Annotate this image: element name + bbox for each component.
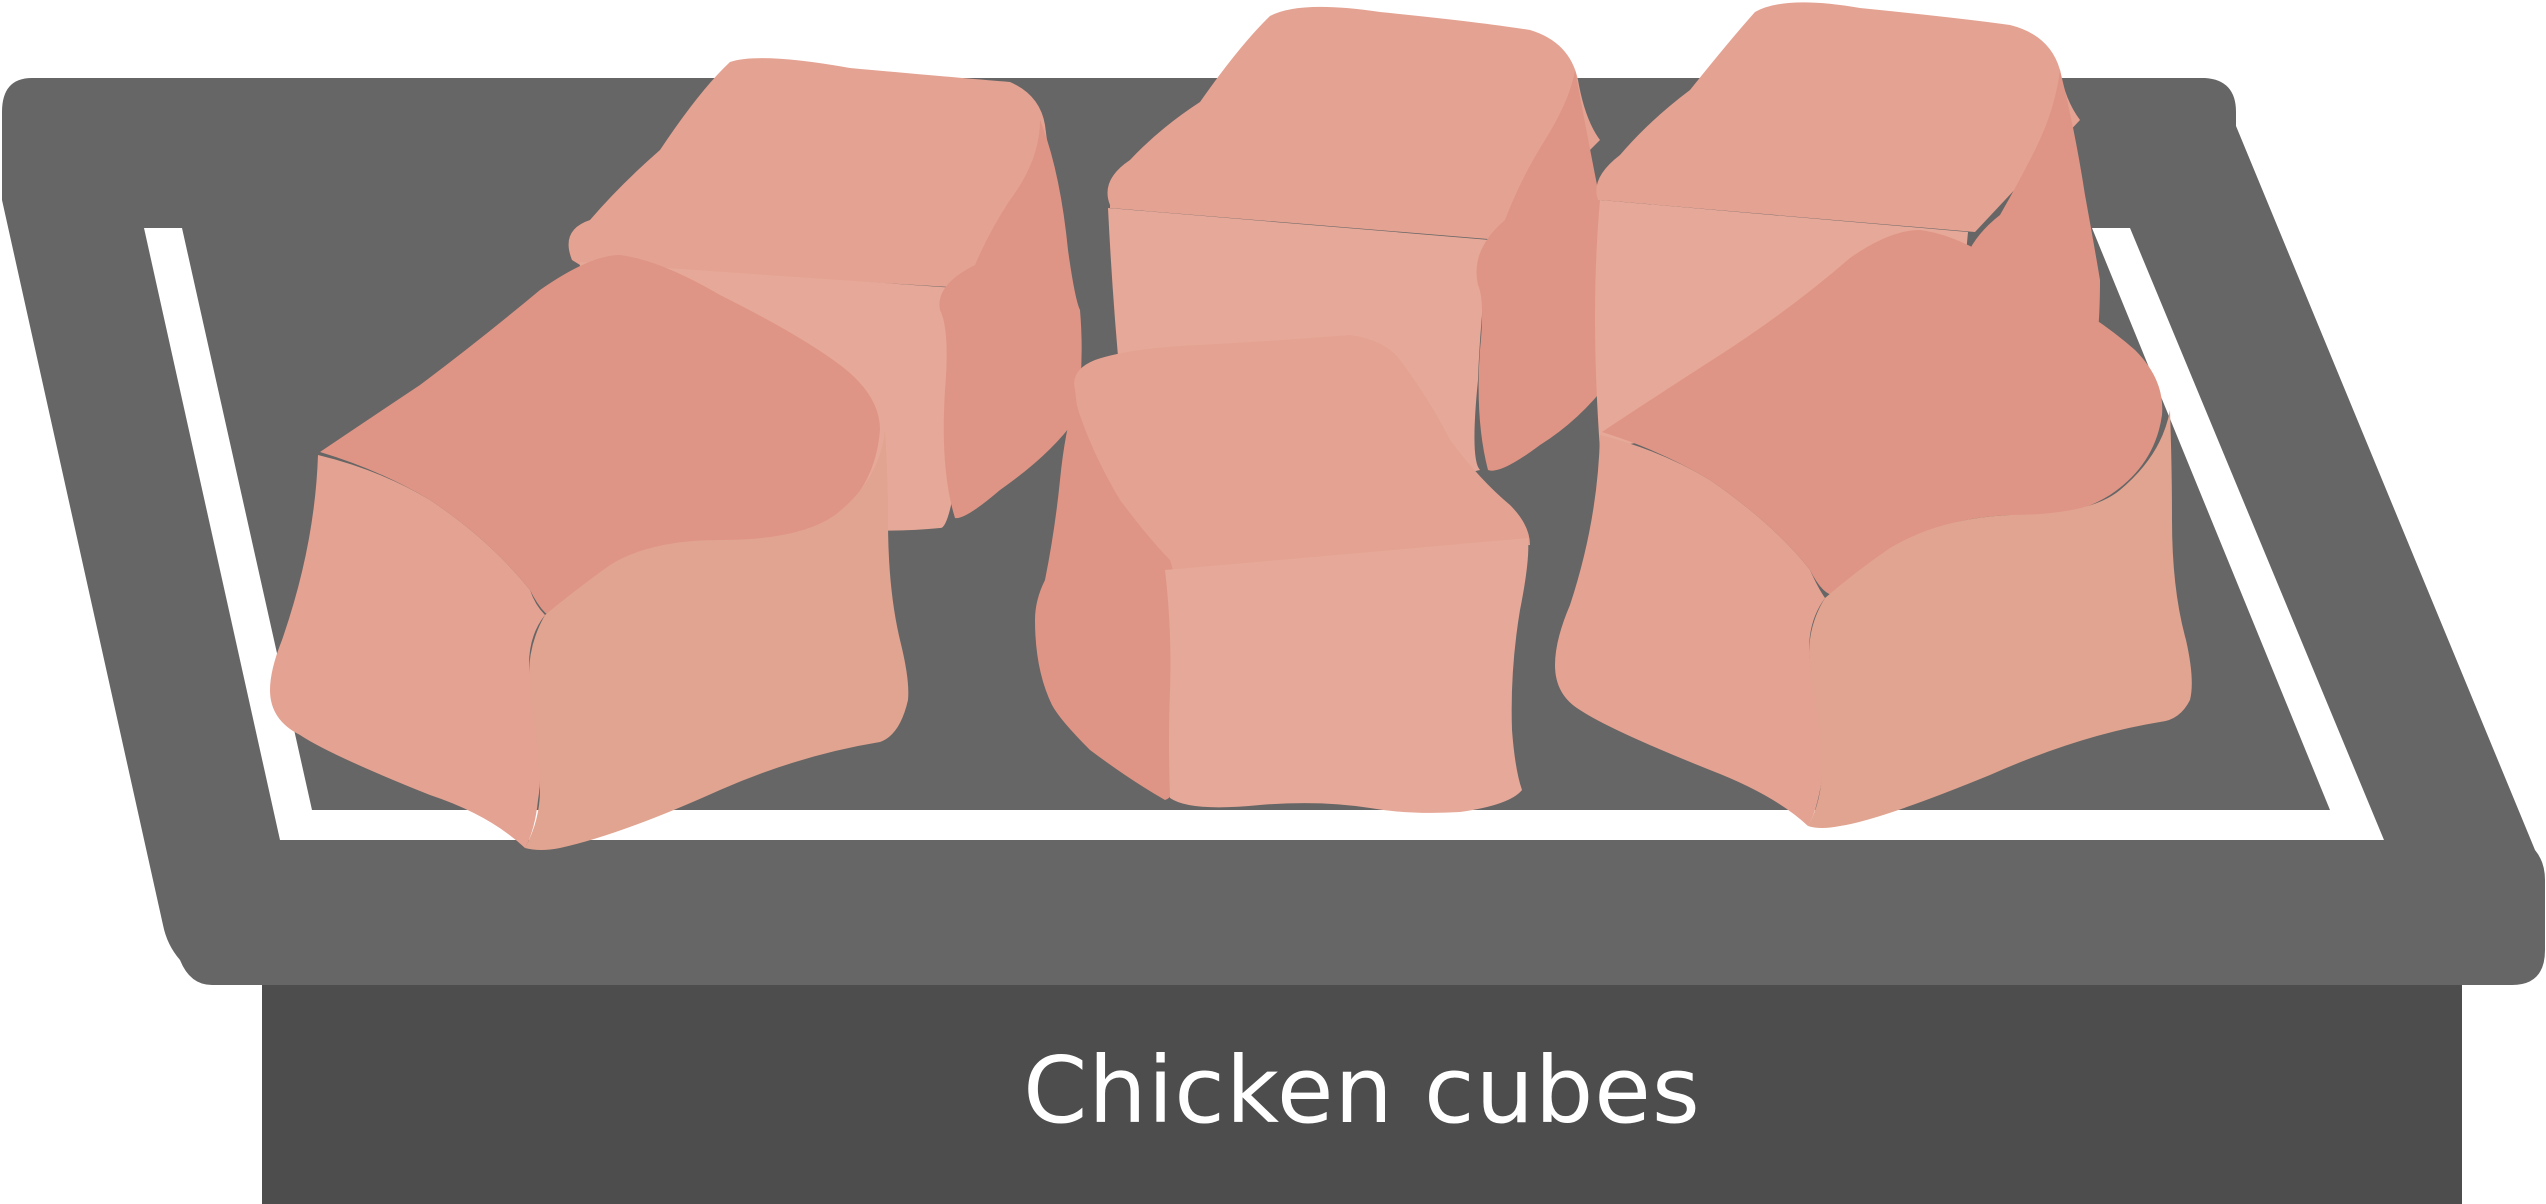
cube-side <box>939 120 1082 519</box>
caption-plate: Chicken cubes <box>262 985 2462 1204</box>
cube-top <box>1602 230 2163 596</box>
cube-top <box>568 58 1055 291</box>
cube-side <box>1476 70 1622 471</box>
tray-base-plate <box>262 975 2462 1204</box>
cube-left <box>1555 435 1825 826</box>
cube-front <box>1165 538 1529 813</box>
cube-top <box>1596 2 2080 232</box>
cube-front <box>1808 410 2192 828</box>
caption-text: Chicken cubes <box>1023 1036 1701 1144</box>
cube-top <box>1074 335 1530 570</box>
chicken-cube-icon <box>1555 230 2192 828</box>
cube-side <box>1035 400 1177 800</box>
cube-front <box>525 430 909 850</box>
cube-top <box>1107 6 1600 240</box>
cube-top <box>320 255 880 620</box>
chicken-cube-icon <box>270 255 909 850</box>
chicken-cube-icon <box>1035 335 1530 813</box>
cube-left <box>270 455 545 848</box>
